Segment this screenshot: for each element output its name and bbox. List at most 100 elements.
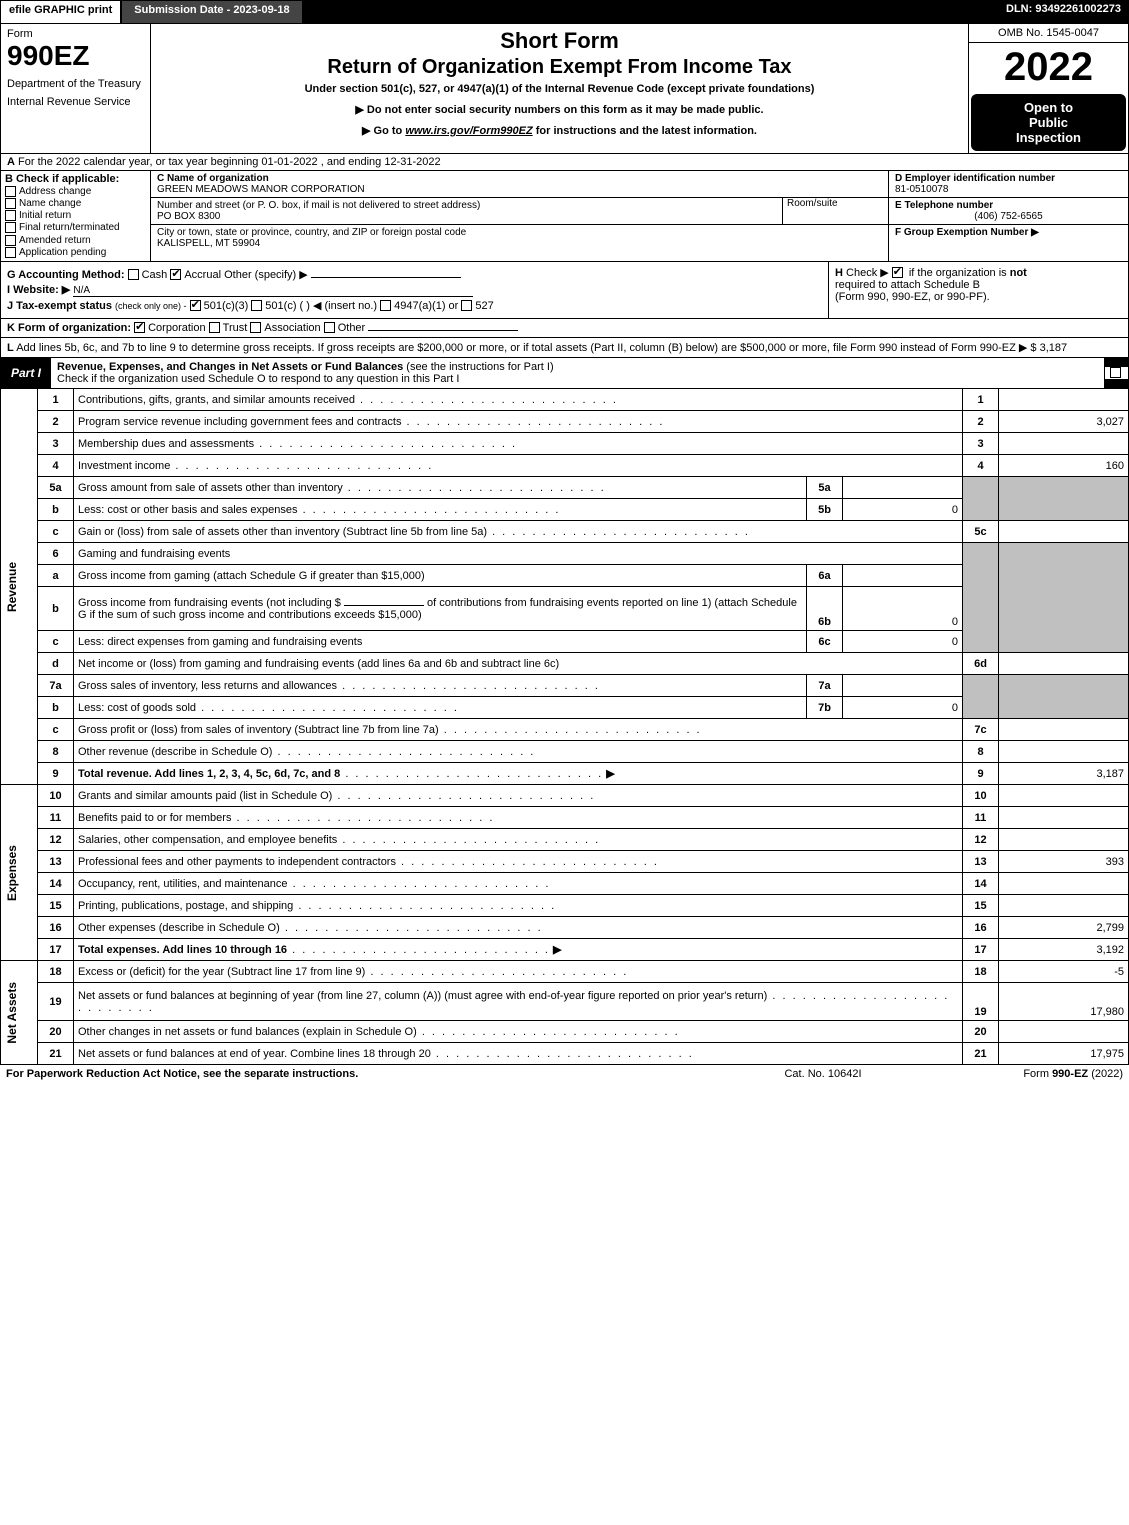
checkbox-icon[interactable] bbox=[250, 322, 261, 333]
checkbox-icon[interactable] bbox=[461, 300, 472, 311]
line-1: Revenue 1 Contributions, gifts, grants, … bbox=[1, 389, 1129, 411]
line-7c: c Gross profit or (loss) from sales of i… bbox=[1, 719, 1129, 741]
line-rnum: 11 bbox=[963, 807, 999, 829]
checkbox-icon[interactable] bbox=[251, 300, 262, 311]
checkbox-icon[interactable] bbox=[5, 235, 16, 246]
h-check: H Check ▶ if the organization is not req… bbox=[828, 262, 1128, 318]
line-21: 21 Net assets or fund balances at end of… bbox=[1, 1043, 1129, 1065]
checkbox-icon[interactable] bbox=[128, 269, 139, 280]
i-label: I Website: ▶ bbox=[7, 284, 70, 296]
efile-print-label[interactable]: efile GRAPHIC print bbox=[0, 0, 121, 24]
line-rnum: 21 bbox=[963, 1043, 999, 1065]
website-value: N/A bbox=[73, 285, 473, 297]
line-6c: c Less: direct expenses from gaming and … bbox=[1, 631, 1129, 653]
k-trust: Trust bbox=[223, 322, 248, 334]
line-desc: Professional fees and other payments to … bbox=[74, 851, 963, 873]
line-desc: Gain or (loss) from sale of assets other… bbox=[74, 521, 963, 543]
section-bcdef: B Check if applicable: Address change Na… bbox=[0, 171, 1129, 262]
part1-title-text: Revenue, Expenses, and Changes in Net As… bbox=[57, 361, 403, 373]
form-word: Form bbox=[7, 28, 144, 40]
cb-final-return[interactable]: Final return/terminated bbox=[5, 222, 146, 233]
checkbox-icon[interactable] bbox=[5, 210, 16, 221]
dots bbox=[231, 812, 494, 824]
checkbox-icon[interactable] bbox=[5, 247, 16, 258]
shade-cell bbox=[963, 477, 999, 521]
line-desc: Program service revenue including govern… bbox=[74, 411, 963, 433]
part1-label: Part I bbox=[1, 363, 51, 383]
line-rnum: 16 bbox=[963, 917, 999, 939]
checkbox-icon[interactable] bbox=[170, 269, 181, 280]
sub-num: 6b bbox=[807, 587, 843, 631]
top-bar: efile GRAPHIC print Submission Date - 20… bbox=[0, 0, 1129, 24]
line-num: 4 bbox=[38, 455, 74, 477]
cb-address-change[interactable]: Address change bbox=[5, 186, 146, 197]
line-num: 15 bbox=[38, 895, 74, 917]
desc-text: Net assets or fund balances at beginning… bbox=[78, 990, 767, 1002]
desc-text: Gross sales of inventory, less returns a… bbox=[78, 680, 337, 692]
line-16: 16 Other expenses (describe in Schedule … bbox=[1, 917, 1129, 939]
line-rnum: 10 bbox=[963, 785, 999, 807]
line-val bbox=[999, 741, 1129, 763]
line-4: 4 Investment income 4 160 bbox=[1, 455, 1129, 477]
checkbox-icon[interactable] bbox=[380, 300, 391, 311]
submission-date: Submission Date - 2023-09-18 bbox=[121, 0, 302, 24]
line-val bbox=[999, 807, 1129, 829]
line-desc: Benefits paid to or for members bbox=[74, 807, 963, 829]
instr-goto-pre: ▶ Go to bbox=[362, 125, 405, 137]
desc-text: Gross amount from sale of assets other t… bbox=[78, 482, 343, 494]
cb-label: Address change bbox=[19, 186, 91, 197]
checkbox-icon[interactable] bbox=[134, 322, 145, 333]
dots bbox=[337, 834, 600, 846]
6b-blank[interactable] bbox=[344, 605, 424, 606]
org-name-row: C Name of organization GREEN MEADOWS MAN… bbox=[151, 171, 888, 198]
line-desc: Occupancy, rent, utilities, and maintena… bbox=[74, 873, 963, 895]
l-text: Add lines 5b, 6c, and 7b to line 9 to de… bbox=[16, 342, 1016, 354]
checkbox-icon[interactable] bbox=[1110, 367, 1121, 378]
arrow-icon: ▶ bbox=[553, 944, 561, 956]
cb-name-change[interactable]: Name change bbox=[5, 198, 146, 209]
dots bbox=[254, 438, 517, 450]
line-desc: Net assets or fund balances at beginning… bbox=[74, 983, 963, 1021]
line-desc: Other revenue (describe in Schedule O) bbox=[74, 741, 963, 763]
part1-checkbox-cell bbox=[1104, 367, 1128, 379]
line-desc: Gaming and fundraising events bbox=[74, 543, 963, 565]
line-desc: Gross sales of inventory, less returns a… bbox=[74, 675, 807, 697]
desc-text: Less: cost or other basis and sales expe… bbox=[78, 504, 298, 516]
footer-left: For Paperwork Reduction Act Notice, see … bbox=[6, 1068, 723, 1080]
dots bbox=[337, 680, 600, 692]
f-label: F Group Exemption Number ▶ bbox=[895, 227, 1039, 238]
cb-label: Final return/terminated bbox=[19, 223, 120, 234]
line-8: 8 Other revenue (describe in Schedule O)… bbox=[1, 741, 1129, 763]
line-desc: Membership dues and assessments bbox=[74, 433, 963, 455]
g-other-input[interactable] bbox=[311, 277, 461, 278]
line-rnum: 14 bbox=[963, 873, 999, 895]
cb-application-pending[interactable]: Application pending bbox=[5, 247, 146, 258]
sub-val: 0 bbox=[843, 631, 963, 653]
g-label: G Accounting Method: bbox=[7, 269, 125, 281]
line-desc: Total expenses. Add lines 10 through 16 … bbox=[74, 939, 963, 961]
desc-text: Salaries, other compensation, and employ… bbox=[78, 834, 337, 846]
footer-catno: Cat. No. 10642I bbox=[723, 1068, 923, 1080]
checkbox-icon[interactable] bbox=[5, 186, 16, 197]
sub-val: 0 bbox=[843, 697, 963, 719]
line-rnum: 4 bbox=[963, 455, 999, 477]
sub-num: 6c bbox=[807, 631, 843, 653]
cb-amended-return[interactable]: Amended return bbox=[5, 235, 146, 246]
checkbox-icon[interactable] bbox=[5, 222, 16, 233]
checkbox-icon[interactable] bbox=[190, 300, 201, 311]
line-rnum: 1 bbox=[963, 389, 999, 411]
cb-initial-return[interactable]: Initial return bbox=[5, 210, 146, 221]
line-num: 13 bbox=[38, 851, 74, 873]
irs-link[interactable]: www.irs.gov/Form990EZ bbox=[405, 125, 532, 137]
desc-text: Other changes in net assets or fund bala… bbox=[78, 1026, 417, 1038]
k-other-input[interactable] bbox=[368, 330, 518, 331]
line-rnum: 8 bbox=[963, 741, 999, 763]
checkbox-icon[interactable] bbox=[324, 322, 335, 333]
checkbox-icon[interactable] bbox=[5, 198, 16, 209]
line-val: 393 bbox=[999, 851, 1129, 873]
checkbox-icon[interactable] bbox=[209, 322, 220, 333]
checkbox-icon[interactable] bbox=[892, 267, 903, 278]
form-title-block: Short Form Return of Organization Exempt… bbox=[151, 24, 968, 153]
expenses-label: Expenses bbox=[5, 845, 19, 901]
line-desc: Other expenses (describe in Schedule O) bbox=[74, 917, 963, 939]
